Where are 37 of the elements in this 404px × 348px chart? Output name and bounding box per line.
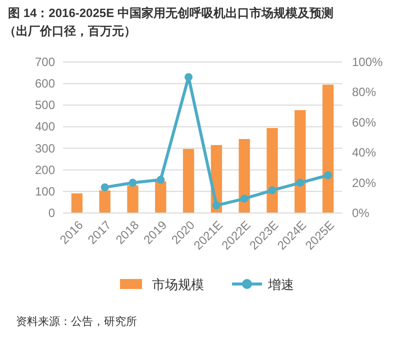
bar [155,181,166,213]
legend-label: 市场规模 [152,277,204,292]
y-tick-label: 100 [34,184,56,198]
point [240,194,248,203]
y-tick-label: 400 [34,120,56,134]
y-tick-label: 0 [48,206,56,220]
point [212,201,220,210]
y-tick-label: 300 [34,141,56,156]
text: 资料来源：公告，研究所 [16,315,137,328]
y2-tick-label: 20% [352,176,376,190]
point [184,73,193,82]
y2-tick-label: 0% [352,206,370,220]
bar [322,84,334,213]
bar [71,193,83,213]
bar [182,148,194,213]
y2-tick-label: 40% [352,146,376,160]
point [100,183,109,192]
y-tick-label: 700 [34,55,56,69]
y2-tick-label: 60% [352,115,376,130]
chart-title: 图 14：2016-2025E 中国家用无创呼吸机出口市场规模及预测 [8,6,334,20]
y-tick-label: 600 [34,76,56,91]
point [324,171,332,180]
point [296,178,304,187]
bar [266,128,278,213]
bar [99,190,110,213]
y-tick-label: 500 [34,98,56,112]
y-tick-label: 200 [34,162,56,177]
legend-label: 增速 [267,277,294,292]
point [268,186,276,194]
chart-subtitle: （出厂价口径，百万元） [4,24,136,38]
y2-tick-label: 100% [352,55,384,69]
point [128,178,137,187]
point [156,176,165,184]
y2-tick-label: 80% [352,85,376,100]
bar [127,185,138,213]
bar [294,110,306,213]
bar [238,139,250,213]
